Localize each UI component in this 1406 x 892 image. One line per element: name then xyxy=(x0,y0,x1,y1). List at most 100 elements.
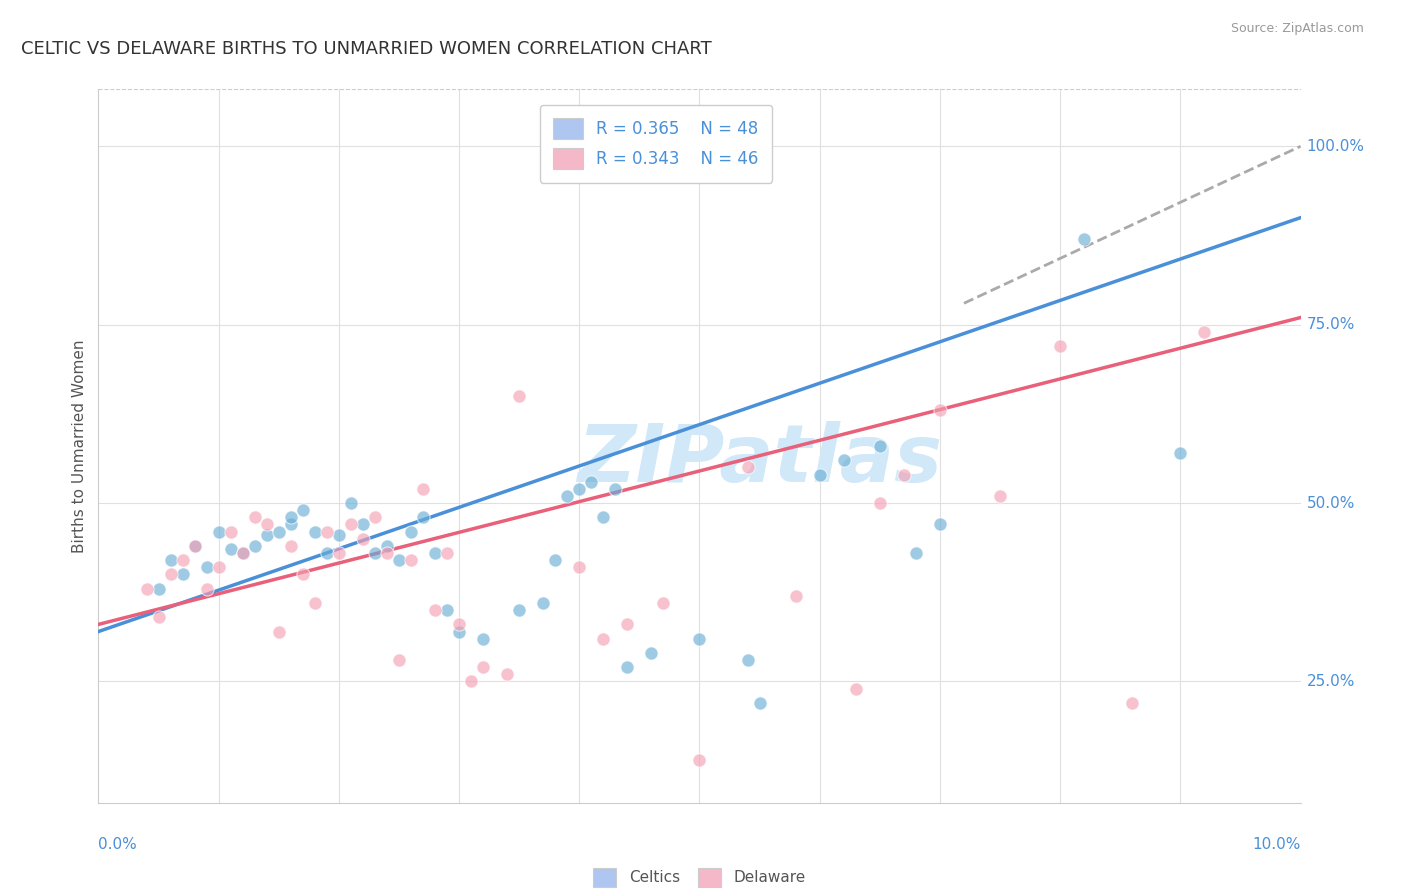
Point xyxy=(183,539,205,553)
Point xyxy=(412,482,434,496)
Point xyxy=(496,667,519,681)
Point xyxy=(328,546,350,560)
Point xyxy=(616,617,638,632)
Point xyxy=(472,660,495,674)
Point xyxy=(388,653,411,667)
Point xyxy=(256,517,278,532)
Point xyxy=(988,489,1011,503)
Point xyxy=(605,482,627,496)
Point xyxy=(1170,446,1192,460)
Point xyxy=(399,553,422,567)
Point xyxy=(893,467,915,482)
Point xyxy=(315,546,337,560)
Point xyxy=(1073,232,1095,246)
Text: Source: ZipAtlas.com: Source: ZipAtlas.com xyxy=(1230,22,1364,36)
Point xyxy=(904,546,927,560)
Point xyxy=(304,596,326,610)
Point xyxy=(340,496,363,510)
Point xyxy=(436,603,458,617)
Point xyxy=(412,510,434,524)
Point xyxy=(340,517,363,532)
Point xyxy=(291,567,314,582)
Point xyxy=(592,632,614,646)
Point xyxy=(364,510,387,524)
Text: 100.0%: 100.0% xyxy=(1306,139,1365,153)
Point xyxy=(616,660,638,674)
Point xyxy=(232,546,254,560)
Point xyxy=(267,624,290,639)
Point xyxy=(291,503,314,517)
Point xyxy=(328,528,350,542)
Text: CELTIC VS DELAWARE BIRTHS TO UNMARRIED WOMEN CORRELATION CHART: CELTIC VS DELAWARE BIRTHS TO UNMARRIED W… xyxy=(21,40,711,58)
Point xyxy=(243,510,266,524)
Point xyxy=(423,603,446,617)
Point xyxy=(135,582,157,596)
Point xyxy=(423,546,446,560)
Point xyxy=(256,528,278,542)
Y-axis label: Births to Unmarried Women: Births to Unmarried Women xyxy=(72,339,87,553)
Point xyxy=(219,524,242,539)
Point xyxy=(748,696,770,710)
Point xyxy=(640,646,662,660)
Point xyxy=(1121,696,1143,710)
Text: 50.0%: 50.0% xyxy=(1306,496,1355,510)
Point xyxy=(352,532,374,546)
Point xyxy=(508,389,530,403)
Point xyxy=(208,560,231,574)
Point xyxy=(929,517,952,532)
Point xyxy=(172,553,194,567)
Point xyxy=(195,582,218,596)
Point xyxy=(472,632,495,646)
Point xyxy=(159,567,181,582)
Point xyxy=(1049,339,1071,353)
Point xyxy=(267,524,290,539)
Point xyxy=(581,475,603,489)
Point xyxy=(508,603,530,617)
Point xyxy=(195,560,218,574)
Text: ZIPatlas: ZIPatlas xyxy=(576,421,942,500)
Point xyxy=(183,539,205,553)
Point xyxy=(785,589,807,603)
Point xyxy=(447,617,470,632)
Point xyxy=(568,560,591,574)
Point xyxy=(436,546,458,560)
Point xyxy=(280,510,302,524)
Point xyxy=(832,453,855,467)
Point xyxy=(808,467,831,482)
Point xyxy=(280,539,302,553)
Point xyxy=(352,517,374,532)
Point xyxy=(544,553,567,567)
Point xyxy=(304,524,326,539)
Text: 25.0%: 25.0% xyxy=(1306,674,1355,689)
Point xyxy=(737,653,759,667)
Point xyxy=(688,632,710,646)
Point xyxy=(375,546,398,560)
Point xyxy=(929,403,952,417)
Point xyxy=(869,496,891,510)
Text: 75.0%: 75.0% xyxy=(1306,318,1355,332)
Text: 0.0%: 0.0% xyxy=(98,838,138,852)
Point xyxy=(399,524,422,539)
Point xyxy=(568,482,591,496)
Point xyxy=(460,674,482,689)
Point xyxy=(315,524,337,539)
Point xyxy=(219,542,242,557)
Point xyxy=(364,546,387,560)
Point xyxy=(148,610,170,624)
Point xyxy=(159,553,181,567)
Point xyxy=(531,596,554,610)
Point xyxy=(688,753,710,767)
Point xyxy=(232,546,254,560)
Point xyxy=(280,517,302,532)
Point xyxy=(845,681,868,696)
Point xyxy=(208,524,231,539)
Point xyxy=(172,567,194,582)
Point xyxy=(148,582,170,596)
Point xyxy=(737,460,759,475)
Point xyxy=(388,553,411,567)
Point xyxy=(447,624,470,639)
Point xyxy=(1194,325,1216,339)
Point xyxy=(652,596,675,610)
Point xyxy=(592,510,614,524)
Text: 10.0%: 10.0% xyxy=(1253,838,1301,852)
